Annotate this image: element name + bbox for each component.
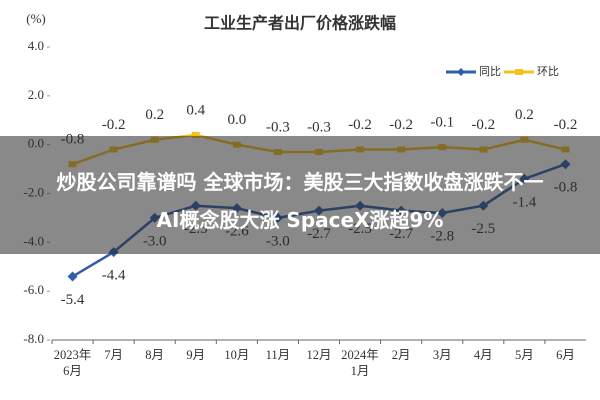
x-tick-label: 10月 (224, 348, 250, 362)
legend-marker (515, 69, 523, 75)
data-label: -4.4 (102, 268, 126, 284)
y-tick-label: 2.0 (28, 87, 44, 102)
y-tick-label: -8.0 (23, 331, 44, 346)
banner-line: AI概念股大涨 SpaceX涨超9% (156, 208, 444, 232)
marker (191, 131, 200, 138)
legend-label: 同比 (479, 65, 501, 78)
y-tick-label: -6.0 (23, 282, 44, 297)
x-tick-label: 3月 (432, 348, 452, 362)
x-tick-label: 12月 (306, 348, 332, 362)
data-label: -5.4 (61, 292, 85, 308)
x-tick-label: 4月 (473, 348, 493, 362)
data-label: -0.2 (102, 117, 126, 133)
data-label: -0.2 (471, 117, 495, 133)
x-tick-label: 8月 (145, 348, 165, 362)
x-tick-label: 2月 (391, 348, 411, 362)
x-tick-label: 2023年6月 (53, 348, 92, 378)
data-label: -0.3 (307, 119, 331, 135)
chart-title: 工业生产者出厂价格涨跌幅 (204, 14, 396, 33)
legend-marker (457, 68, 465, 76)
data-label: -0.2 (554, 117, 578, 133)
data-label: 0.2 (145, 107, 164, 123)
data-label: -0.2 (389, 117, 413, 133)
banner-line: 炒股公司靠谱吗 全球市场：美股三大指数收盘涨跌不一 (56, 170, 544, 194)
x-tick-label: 11月 (265, 348, 291, 362)
x-tick-label: 9月 (186, 348, 206, 362)
marker (67, 271, 78, 282)
data-label: -0.2 (348, 117, 372, 133)
x-tick-label: 7月 (104, 348, 123, 362)
legend-label: 环比 (537, 65, 559, 78)
y-tick-label: 4.0 (28, 38, 44, 53)
data-label: 0.0 (227, 112, 246, 128)
data-label: -0.1 (430, 115, 454, 131)
y-axis-label: (%) (26, 11, 46, 26)
x-tick-label: 2024年1月 (341, 348, 379, 378)
data-label: 0.2 (515, 107, 534, 123)
x-tick-label: 5月 (514, 348, 534, 362)
news-banner: 炒股公司靠谱吗 全球市场：美股三大指数收盘涨跌不一 AI概念股大涨 SpaceX… (0, 136, 600, 254)
data-label: -0.3 (266, 119, 290, 135)
data-label: 0.4 (186, 102, 205, 118)
x-tick-label: 6月 (556, 348, 575, 362)
